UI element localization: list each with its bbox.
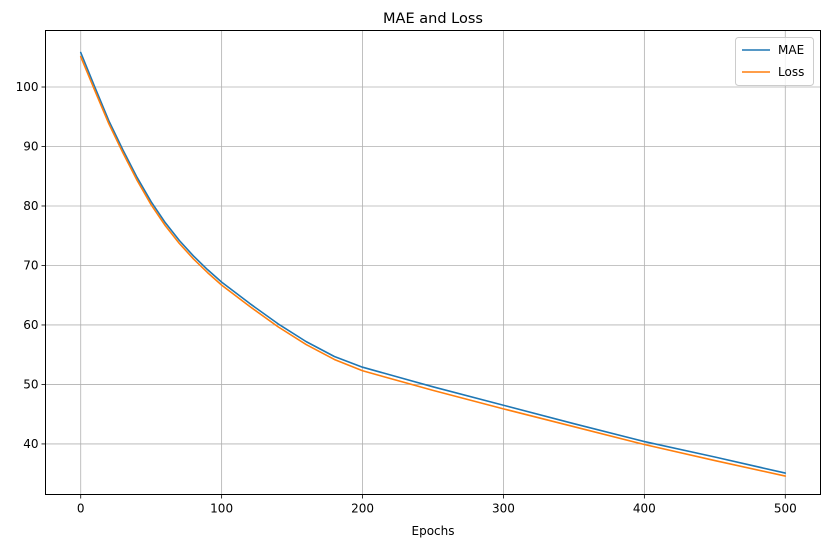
series-line-loss — [79, 55, 787, 477]
y-tick-label: 90 — [23, 140, 38, 154]
y-tick-label: 70 — [23, 258, 38, 272]
grid-lines — [45, 30, 821, 495]
y-tick-label: 40 — [23, 437, 38, 451]
chart-title: MAE and Loss — [383, 11, 483, 27]
x-tick-label: 200 — [351, 502, 374, 516]
x-tick-label: 300 — [492, 502, 515, 516]
x-tick-label: 400 — [633, 502, 656, 516]
legend-label-mae: MAE — [778, 43, 804, 57]
y-tick-label: 100 — [16, 80, 39, 94]
legend-label-loss: Loss — [778, 65, 804, 79]
series-lines — [79, 51, 787, 477]
x-tick-label: 0 — [77, 502, 85, 516]
x-axis-ticks: 0 100 200 300 400 500 — [77, 494, 797, 516]
x-axis-title: Epochs — [412, 524, 455, 538]
y-axis-ticks: 40 50 60 70 80 90 100 — [16, 80, 46, 451]
y-tick-label: 60 — [23, 318, 38, 332]
plot-frame — [45, 30, 821, 495]
legend: MAE Loss — [735, 37, 814, 86]
x-tick-label: 500 — [774, 502, 797, 516]
x-tick-label: 100 — [210, 502, 233, 516]
y-tick-label: 50 — [23, 377, 38, 391]
series-line-mae — [79, 51, 787, 474]
y-tick-label: 80 — [23, 199, 38, 213]
